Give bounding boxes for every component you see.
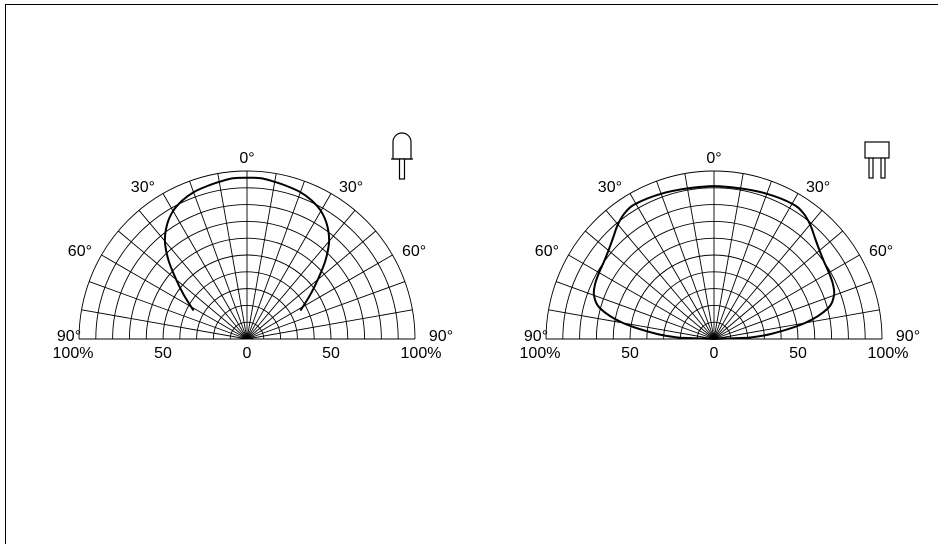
radial-label: 100% (53, 345, 94, 362)
grid-spoke (162, 193, 248, 340)
grid-spoke (548, 309, 715, 340)
radiation-curve (163, 176, 331, 312)
grid-spoke (629, 193, 715, 340)
radial-label: 50 (154, 345, 172, 362)
angle-label-60-left: 60° (68, 243, 92, 260)
dome-led-icon (391, 132, 413, 180)
grid-spoke (118, 230, 248, 340)
figure-frame (5, 4, 938, 544)
radial-label: 50 (789, 345, 807, 362)
angle-label-60-right: 60° (402, 243, 426, 260)
grid-spoke (88, 281, 248, 340)
grid-spoke (81, 309, 248, 340)
grid-spoke (713, 210, 823, 340)
angle-label-30-left: 30° (131, 179, 155, 196)
angle-label-0: 0° (706, 150, 721, 167)
grid-spoke (217, 173, 248, 340)
polar-chart-1: 0°30° 30°60° 60°90° 90°100% 50 0 50 100% (53, 132, 453, 362)
radial-label: 100% (868, 345, 909, 362)
grid-spoke (713, 180, 772, 340)
grid-spoke (585, 230, 715, 340)
radial-label: 100% (520, 345, 561, 362)
grid-spoke (246, 309, 413, 340)
grid-spoke (713, 254, 860, 340)
angle-label-90-left: 90° (57, 328, 81, 345)
radial-label: 0 (243, 345, 252, 362)
radial-label: 100% (401, 345, 442, 362)
angle-label-0: 0° (239, 150, 254, 167)
radial-label: 50 (322, 345, 340, 362)
grid-spoke (568, 254, 715, 340)
grid-spoke (555, 281, 715, 340)
grid-spoke (246, 210, 356, 340)
grid-spoke (246, 180, 305, 340)
grid-spoke (713, 193, 799, 340)
radial-label: 50 (621, 345, 639, 362)
grid-spoke (656, 180, 715, 340)
grid-spoke (246, 193, 332, 340)
grid-spoke (713, 281, 873, 340)
angle-label-90-left: 90° (524, 328, 548, 345)
angle-label-60-right: 60° (869, 243, 893, 260)
angle-label-90-right: 90° (429, 328, 453, 345)
angle-label-30-right: 30° (806, 179, 830, 196)
radiation-curve (592, 185, 836, 340)
angle-label-90-right: 90° (896, 328, 920, 345)
grid-spoke (246, 173, 277, 340)
grid-spoke (138, 210, 248, 340)
grid-spoke (713, 173, 744, 340)
grid-spoke (101, 254, 248, 340)
flat-led-icon (864, 141, 890, 179)
radial-label: 0 (710, 345, 719, 362)
angle-label-60-left: 60° (535, 243, 559, 260)
angle-label-30-right: 30° (339, 179, 363, 196)
grid-spoke (189, 180, 248, 340)
grid-spoke (246, 281, 406, 340)
grid-spoke (684, 173, 715, 340)
angle-label-30-left: 30° (598, 179, 622, 196)
grid-spoke (713, 230, 843, 340)
grid-spoke (246, 230, 376, 340)
polar-chart-2: 0°30° 30°60° 60°90° 90°100% 50 0 50 100% (520, 141, 920, 362)
grid-spoke (246, 254, 393, 340)
grid-spoke (713, 309, 880, 340)
grid-spoke (605, 210, 715, 340)
